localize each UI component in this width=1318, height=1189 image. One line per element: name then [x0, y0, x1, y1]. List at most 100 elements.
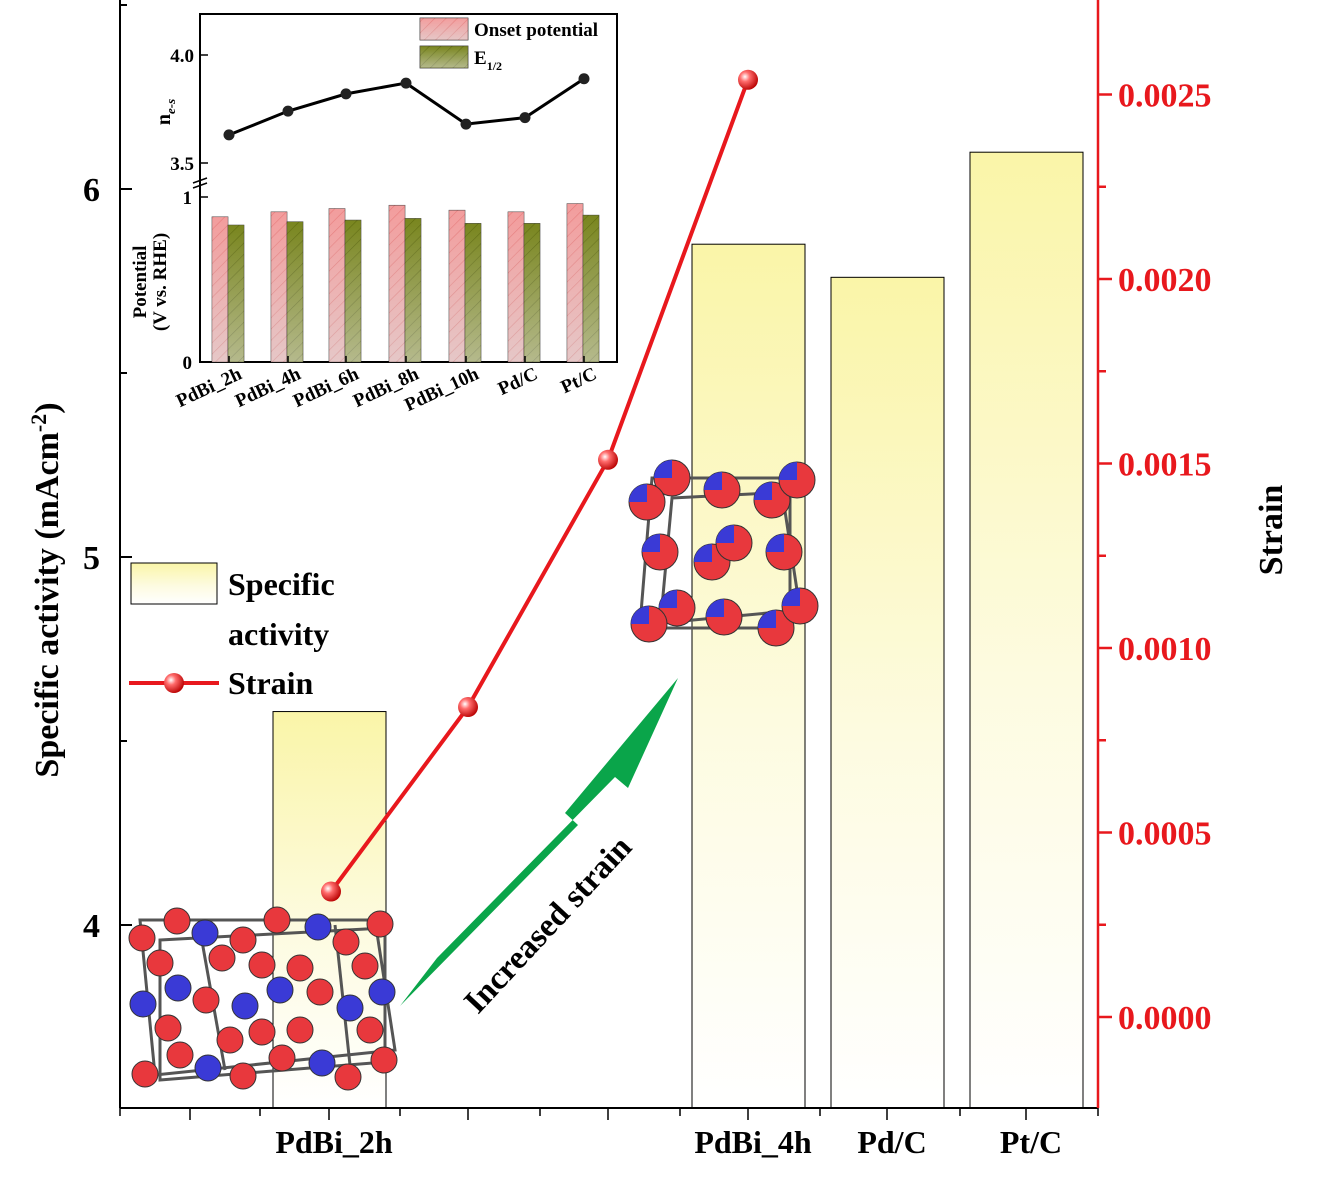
- inset-bar-hatch: [465, 223, 481, 362]
- pd-atom: [334, 1063, 362, 1091]
- pd-atom: [286, 1016, 314, 1044]
- legend-line-label: Strain: [228, 665, 314, 701]
- alloy-atom-bi-part: [754, 482, 772, 500]
- pd-atom: [263, 906, 291, 934]
- inset-legend-hatch: [420, 46, 468, 68]
- pd-atom: [166, 1041, 194, 1069]
- alloy-atom-bi-part: [706, 599, 724, 617]
- bi-atom: [194, 1054, 222, 1082]
- pd-atom: [146, 949, 174, 977]
- strain-point: [598, 449, 618, 470]
- inset-ne-point: [460, 118, 472, 130]
- category-label: Pt/C: [1000, 1124, 1062, 1160]
- inset-bar-hatch: [271, 211, 287, 362]
- bi-atom: [304, 913, 332, 941]
- alloy-atom-bi-part: [694, 544, 712, 562]
- legend-line-marker: [164, 673, 184, 693]
- inset-category-label: Pt/C: [558, 363, 600, 398]
- inset-ne-point: [400, 77, 412, 89]
- inset-bottom-tick-label: 1: [183, 188, 193, 209]
- alloy-atom-bi-part: [704, 472, 722, 490]
- inset-top-tick-label: 3.5: [170, 154, 194, 175]
- pd-atom: [128, 924, 156, 952]
- inset-legend-hatch: [420, 18, 468, 40]
- pd-atom: [163, 907, 191, 935]
- left-axis-title: Specific activity (mAcm-2): [26, 402, 66, 777]
- alloy-atom-bi-part: [631, 606, 649, 624]
- legend-bar-swatch: [130, 562, 218, 605]
- increased-strain-arrow: Increased strain: [400, 678, 678, 1020]
- crystal-structures: [128, 459, 819, 1091]
- category-label: PdBi_2h: [275, 1124, 393, 1160]
- right-tick-label: 0.0010: [1118, 631, 1212, 668]
- pd-atom: [306, 978, 334, 1006]
- inset-ne-point: [282, 105, 294, 117]
- pd-atom: [229, 926, 257, 954]
- category-label: Pd/C: [857, 1124, 926, 1160]
- strain-line-layer: [321, 69, 758, 902]
- pd-atom: [192, 986, 220, 1014]
- right-tick-label: 0.0015: [1118, 447, 1212, 484]
- inset-top-tick-label: 4.0: [170, 46, 194, 67]
- axis-break: [192, 177, 208, 184]
- inset-legend-label: E1/2: [474, 48, 502, 73]
- inset-bar-hatch: [329, 208, 345, 362]
- inset-bar-hatch: [228, 225, 244, 362]
- inset-category-label: PdBi_4h: [232, 363, 304, 412]
- inset-top-ylabel: ne-s: [153, 99, 178, 125]
- right-axis-title: Strain: [1253, 485, 1290, 576]
- pd-atom: [268, 1044, 296, 1072]
- bi-atom: [308, 1049, 336, 1077]
- inset-bar-hatch: [212, 216, 228, 362]
- inset-bar-hatch: [345, 220, 361, 362]
- main-bars-layer: [272, 151, 1084, 1109]
- bar-pd-c: [830, 276, 945, 1109]
- left-tick-label: 5: [83, 540, 100, 577]
- inset-category-label: PdBi_6h: [290, 363, 362, 412]
- bi-atom: [266, 976, 294, 1004]
- pd-atom: [248, 951, 276, 979]
- right-tick-label: 0.0020: [1118, 262, 1212, 299]
- bi-atom: [129, 990, 157, 1018]
- pd-atom: [154, 1014, 182, 1042]
- inset-legend-label: Onset potential: [474, 20, 598, 41]
- alloy-atom-bi-part: [716, 525, 734, 543]
- arrow-shape: [400, 678, 678, 1006]
- inset-bottom-tick-label: 0: [183, 353, 193, 374]
- alloy-atom-bi-part: [782, 588, 800, 606]
- inset-bar-hatch: [389, 205, 405, 362]
- alloy-atom-bi-part: [642, 534, 660, 552]
- pd-atom: [356, 1016, 384, 1044]
- inset-ne-point: [578, 73, 590, 85]
- inset-bar-hatch: [405, 218, 421, 362]
- alloy-atom-bi-part: [629, 484, 647, 502]
- inset-bottom-ylabel-2: (V vs. RHE): [150, 233, 171, 331]
- inset-bar-hatch: [449, 210, 465, 362]
- alloy-atom-bi-part: [766, 534, 784, 552]
- inset-bar-hatch: [287, 221, 303, 362]
- bi-atom: [368, 978, 396, 1006]
- alloy-atom-bi-part: [654, 460, 672, 478]
- bi-atom: [191, 919, 219, 947]
- bi-atom: [231, 992, 259, 1020]
- inset-bottom-ylabel-1: Potential: [130, 246, 151, 319]
- bar-pt-c: [969, 151, 1084, 1109]
- right-tick-label: 0.0000: [1118, 1000, 1212, 1037]
- alloy-atom-bi-part: [779, 462, 797, 480]
- legend-bar-label-1: Specific: [228, 566, 335, 602]
- strain-line: [329, 79, 750, 893]
- pd-atom: [208, 944, 236, 972]
- strain-point: [458, 697, 478, 718]
- pd-atom: [131, 1060, 159, 1088]
- strain-point: [321, 881, 341, 902]
- strain-point: [738, 69, 758, 90]
- inset-bar-hatch: [567, 203, 583, 362]
- pd-atom: [229, 1062, 257, 1090]
- pd-atom: [351, 952, 379, 980]
- crystal-cell-edge: [138, 918, 397, 1077]
- inset-ne-point: [223, 129, 235, 141]
- pd-atom: [216, 1026, 244, 1054]
- inset-bar-hatch: [583, 215, 599, 362]
- main-axes: 4 5 6 0.0000 0.0005 0.0010 0.0015 0.0020 0.0025 P…: [83, 0, 1212, 1160]
- inset-bar-hatch: [508, 211, 524, 362]
